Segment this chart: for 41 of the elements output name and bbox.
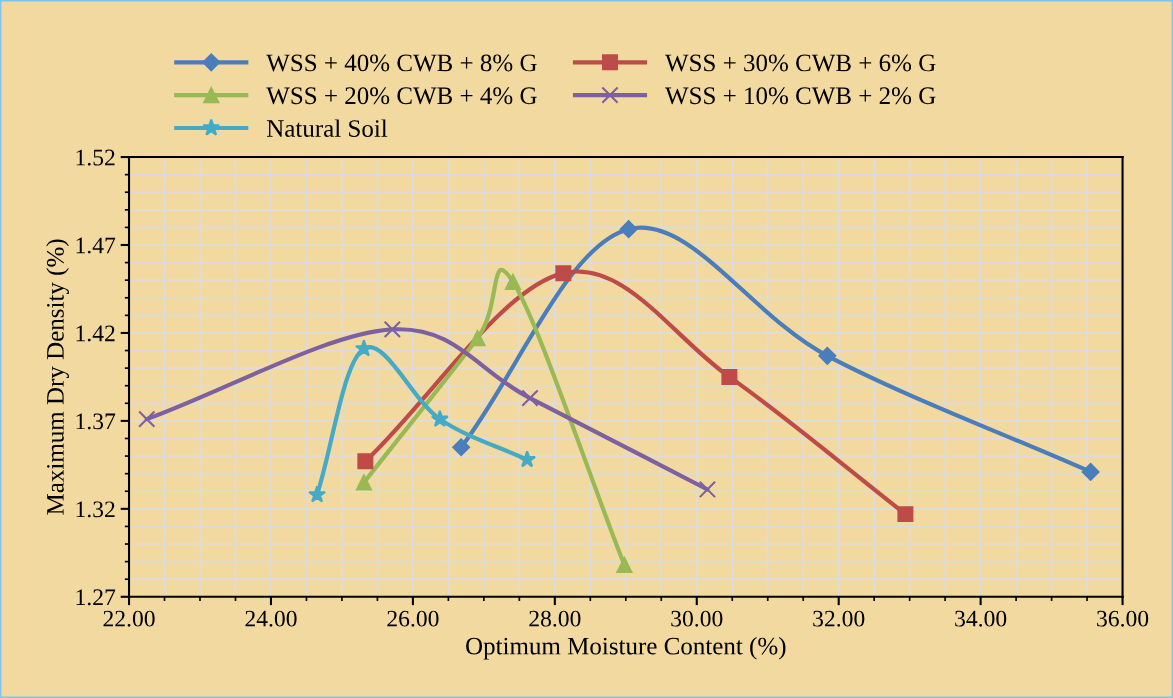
x-tick-label: 24.00: [245, 610, 297, 627]
x-tick-label: 36.00: [1097, 610, 1149, 627]
point: [357, 453, 374, 470]
x-tick-label: 34.00: [955, 610, 1007, 627]
point: [518, 450, 537, 468]
legend-label: WSS + 20% CWB + 4% G: [266, 87, 537, 105]
point: [504, 273, 521, 290]
x-tick-label: 28.00: [529, 610, 581, 627]
x-tick-label: 30.00: [671, 610, 723, 627]
x-tick-label: 32.00: [813, 610, 865, 627]
point: [354, 339, 373, 357]
point: [452, 438, 471, 457]
legend-label: Natural Soil: [266, 119, 388, 137]
point: [521, 389, 539, 407]
point: [138, 410, 156, 428]
point: [1081, 463, 1100, 481]
legend-label: WSS + 40% CWB + 8% G: [266, 54, 537, 72]
legend-label: WSS + 30% CWB + 6% G: [665, 54, 936, 72]
x-tick-label: 22.00: [103, 610, 155, 627]
x-axis-title: Optimum Moisture Content (%): [466, 636, 786, 660]
point: [383, 320, 401, 339]
point: [355, 474, 372, 491]
point: [555, 265, 572, 282]
point: [308, 485, 327, 503]
point: [616, 557, 633, 574]
y-tick-label: 1.47: [76, 237, 116, 254]
y-tick-label: 1.32: [76, 501, 115, 518]
point: [897, 506, 914, 523]
point: [721, 368, 738, 385]
point: [469, 330, 486, 347]
y-tick-label: 1.52: [76, 149, 115, 166]
y-tick-label: 1.42: [76, 325, 115, 342]
y-tick-label: 1.27: [76, 589, 116, 606]
legend-label: WSS + 10% CWB + 2% G: [665, 87, 936, 105]
y-axis-title: Maximum Dry Density (%): [46, 239, 69, 515]
point: [619, 220, 638, 239]
x-tick-label: 26.00: [387, 610, 439, 627]
y-tick-label: 1.37: [76, 413, 116, 430]
point: [698, 480, 717, 499]
point: [430, 409, 449, 427]
point: [818, 346, 837, 365]
